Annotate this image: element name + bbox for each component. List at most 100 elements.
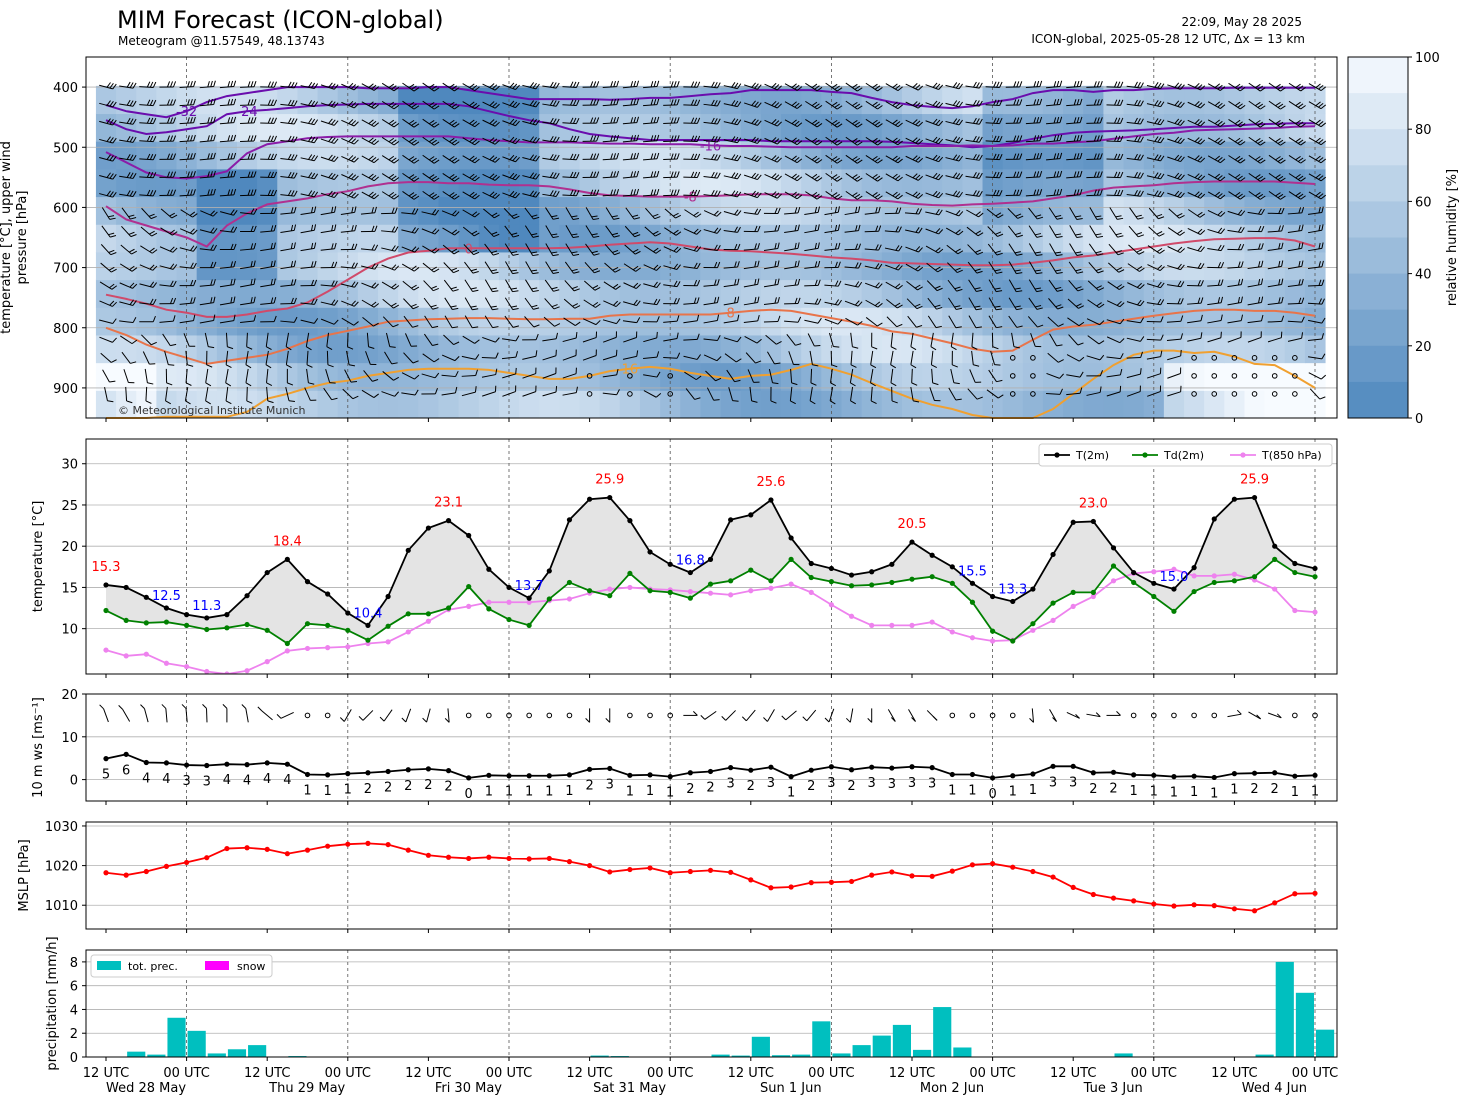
barb-shaft: [1207, 155, 1221, 164]
wind-speed-label: 1: [1311, 784, 1319, 799]
calm-marker: [546, 712, 553, 719]
barb-shaft: [422, 154, 435, 164]
series-point-T(2m): [667, 561, 673, 567]
barb-flag: [489, 119, 495, 124]
barb-shaft: [545, 225, 554, 238]
barb-shaft: [141, 334, 152, 346]
wind-speed-point: [627, 772, 633, 778]
barb-flag: [593, 189, 597, 196]
barb-flag: [290, 172, 295, 179]
barb-shaft: [890, 332, 894, 347]
barb-shaft: [804, 229, 819, 234]
barb-shaft: [381, 82, 395, 92]
barb-shaft: [1308, 83, 1322, 92]
barb-flag: [1056, 289, 1064, 292]
wind-speed-point: [486, 772, 492, 778]
barb-flag: [1298, 260, 1301, 268]
barb-flag: [371, 84, 377, 90]
surface-barb-flag: [222, 704, 228, 709]
wind-speed-point: [768, 764, 774, 770]
barb-shaft: [1126, 121, 1141, 125]
barb-flag: [633, 116, 637, 123]
barb-flag: [270, 279, 273, 286]
barb-shaft: [763, 284, 778, 288]
barb-flag: [555, 386, 558, 393]
barb-flag: [854, 85, 861, 90]
barb-flag: [230, 297, 233, 304]
rh-cell: [579, 251, 601, 281]
barb-flag: [809, 400, 816, 405]
barb-shaft: [326, 350, 329, 365]
surface-barb-flag: [845, 717, 851, 723]
barb-flag: [290, 81, 295, 88]
barb-shaft: [402, 118, 415, 128]
rh-cell: [1103, 85, 1125, 115]
barb-shaft: [602, 176, 617, 179]
barb-flag: [130, 234, 137, 238]
barb-flag: [1255, 119, 1261, 125]
rh-cell: [1204, 362, 1225, 391]
barb-flag: [213, 152, 216, 159]
barb-shaft: [744, 192, 758, 199]
barb-flag: [754, 225, 758, 232]
surface-barb: [1066, 711, 1080, 719]
barb-flag: [474, 104, 480, 110]
barb-flag: [1136, 282, 1142, 288]
barb-shaft: [784, 265, 799, 270]
barb-flag: [1297, 157, 1304, 162]
barb-shaft: [864, 212, 879, 215]
barb-shaft: [522, 138, 537, 144]
barb-flag: [655, 392, 662, 398]
barb-shaft: [805, 137, 818, 146]
barb-flag: [510, 269, 518, 272]
barb-flag: [112, 318, 117, 324]
barb-flag: [955, 100, 961, 107]
rh-cell: [176, 196, 198, 225]
barb-shaft: [403, 352, 414, 364]
barb-flag: [146, 99, 151, 106]
barb-flag: [408, 174, 415, 179]
barb-flag: [836, 123, 843, 128]
barb-shaft: [784, 191, 798, 200]
barb-flag: [717, 261, 721, 268]
barb-shaft: [824, 211, 839, 216]
barb-flag: [287, 135, 292, 142]
precip-ytick-label: 4: [70, 1003, 78, 1018]
barb-flag: [994, 305, 1001, 308]
mslp-frame: [85, 821, 1338, 930]
barb-shaft: [1126, 103, 1141, 107]
barb-flag: [731, 82, 736, 88]
legend-label-T(850 hPa): T(850 hPa): [1261, 449, 1322, 462]
barb-shaft: [825, 82, 838, 92]
barb-flag: [152, 117, 157, 124]
rh-cell: [216, 390, 238, 419]
series-point-Td(2m): [325, 622, 331, 628]
rh-cell: [438, 362, 460, 391]
barb-flag: [731, 154, 736, 160]
barb-shaft: [583, 299, 596, 308]
barb-flag: [471, 211, 478, 216]
barb-shaft: [99, 281, 113, 290]
temp-dewpoint-fill: [106, 497, 1315, 644]
barb-flag: [978, 136, 983, 143]
temperature-ylabel-line: temperature [°C]: [31, 501, 46, 613]
barb-flag: [187, 364, 194, 367]
barb-flag: [531, 251, 538, 254]
barb-flag: [695, 375, 702, 381]
barb-shaft: [219, 194, 234, 197]
barb-flag: [1116, 267, 1123, 271]
barb-flag: [1119, 318, 1125, 325]
rh-cell: [95, 113, 117, 142]
rh-cell: [922, 196, 943, 225]
rh-cell: [277, 224, 298, 253]
barb-flag: [1237, 297, 1241, 304]
barb-flag: [129, 265, 135, 271]
barb-flag: [1073, 117, 1077, 124]
rh-cell: [1224, 251, 1245, 281]
barb-flag: [977, 251, 984, 255]
barb-flag: [734, 379, 741, 383]
wind-speed-label: 2: [424, 778, 432, 793]
rh-cell: [418, 279, 439, 308]
barb-flag: [353, 321, 359, 326]
barb-shaft: [320, 248, 335, 251]
